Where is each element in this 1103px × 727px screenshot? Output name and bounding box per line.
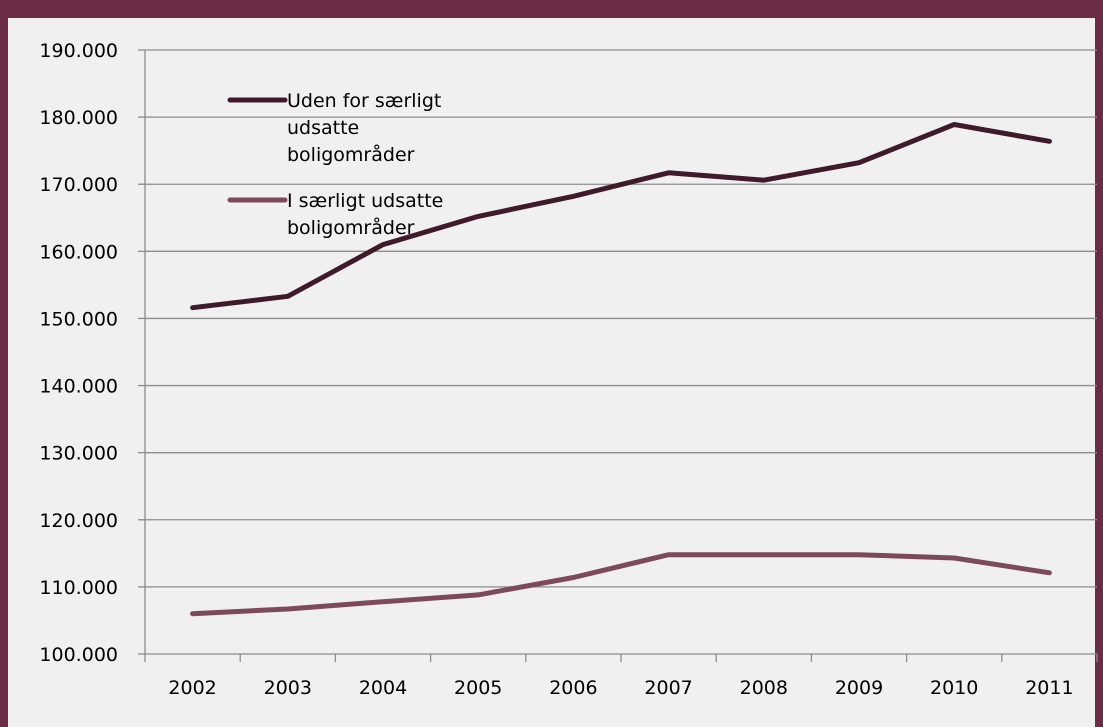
legend-label-line: I særligt udsatte bbox=[287, 190, 443, 212]
axes bbox=[138, 49, 1098, 662]
y-tick-label: 130.000 bbox=[39, 443, 118, 465]
y-tick-labels: 100.000 110.000 120.000 130.000 140.000 150.0… bbox=[39, 40, 118, 666]
legend-label-2: I særligt udsatte boligområder bbox=[287, 190, 443, 239]
x-tick-label: 2007 bbox=[644, 677, 692, 699]
legend-label-line: boligområder bbox=[287, 216, 415, 239]
x-tick-label: 2005 bbox=[454, 677, 502, 699]
y-tick-label: 150.000 bbox=[39, 308, 118, 330]
y-tick-label: 180.000 bbox=[39, 107, 118, 129]
legend-label-line: Uden for særligt bbox=[287, 90, 441, 112]
series-line-2 bbox=[190, 552, 1052, 617]
y-tick-label: 170.000 bbox=[39, 174, 118, 196]
legend-label-line: boligområder bbox=[287, 143, 415, 166]
y-tick-label: 160.000 bbox=[39, 241, 118, 263]
x-tick-label: 2009 bbox=[835, 677, 883, 699]
y-tick-label: 100.000 bbox=[39, 644, 118, 666]
series-line-1 bbox=[190, 122, 1052, 311]
x-tick-label: 2011 bbox=[1025, 677, 1073, 699]
x-tick-labels: 2002 2003 2004 2005 2006 2007 2008 2009 2010 2011 bbox=[168, 677, 1073, 699]
chart-panel bbox=[8, 18, 1095, 727]
x-tick-label: 2003 bbox=[264, 677, 312, 699]
y-tick-label: 110.000 bbox=[39, 577, 118, 599]
legend-label-line: udsatte bbox=[287, 117, 359, 139]
legend-label-1: Uden for særligt udsatte boligområder bbox=[287, 90, 441, 166]
x-tick-label: 2004 bbox=[359, 677, 407, 699]
y-tick-label: 190.000 bbox=[39, 40, 118, 62]
series-lines bbox=[190, 122, 1052, 617]
x-tick-label: 2002 bbox=[168, 677, 216, 699]
x-tick-label: 2006 bbox=[549, 677, 597, 699]
x-tick-label: 2008 bbox=[740, 677, 788, 699]
y-tick-label: 120.000 bbox=[39, 510, 118, 532]
x-tick-label: 2010 bbox=[930, 677, 978, 699]
y-tick-label: 140.000 bbox=[39, 376, 118, 398]
